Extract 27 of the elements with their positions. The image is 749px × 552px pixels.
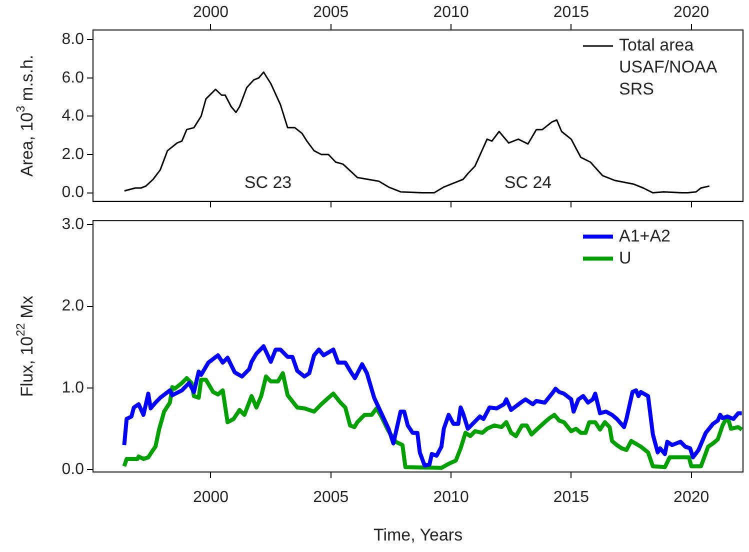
- y-tick-label: 1.0: [62, 379, 84, 396]
- y-tick-label: 2.0: [62, 146, 84, 163]
- y-axis-title: Flux, 1022 Mx: [13, 295, 37, 397]
- x-tick-label: 2000: [192, 489, 229, 506]
- legend-label: A1+A2: [619, 226, 671, 246]
- x2-tick-label: 2020: [674, 4, 710, 21]
- y-tick-label: 4.0: [62, 108, 84, 125]
- x2-tick-label: 2010: [433, 4, 469, 21]
- x2-tick-label: 2015: [553, 4, 590, 21]
- y-tick-label: 2.0: [62, 298, 84, 315]
- y-tick-label: 0.0: [62, 460, 84, 478]
- annotation: SC 23: [244, 173, 292, 192]
- x2-tick-label: 2005: [313, 4, 349, 21]
- y-tick-label: 8.0: [62, 30, 84, 48]
- x-tick-label: 2005: [313, 489, 349, 506]
- x-tick-label: 2010: [433, 489, 469, 506]
- y-tick-label: 3.0: [62, 216, 84, 234]
- y-tick-label: 0.0: [62, 184, 84, 202]
- y-tick-label: 6.0: [62, 69, 84, 86]
- x-tick-label: 2015: [553, 489, 590, 506]
- x-tick-label: 2020: [674, 489, 710, 506]
- y-axis-title: Area, 103 m.s.h.: [13, 54, 37, 177]
- x-axis-title: Time, Years: [373, 525, 463, 544]
- annotation: SC 24: [504, 173, 552, 192]
- legend-label: U: [619, 248, 632, 268]
- legend-label: Total area USAF/NOAA SRS: [619, 36, 718, 99]
- x2-tick-label: 2000: [192, 4, 229, 21]
